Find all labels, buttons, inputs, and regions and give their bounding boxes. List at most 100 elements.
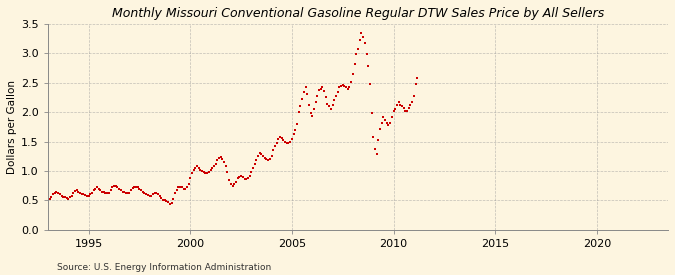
Point — [322, 102, 333, 106]
Title: Monthly Missouri Conventional Gasoline Regular DTW Sales Price by All Sellers: Monthly Missouri Conventional Gasoline R… — [112, 7, 604, 20]
Point — [207, 166, 217, 170]
Point — [352, 46, 363, 51]
Point — [387, 115, 398, 119]
Point — [298, 89, 309, 94]
Point — [248, 166, 259, 170]
Point — [76, 192, 87, 197]
Point — [78, 192, 89, 197]
Point — [341, 85, 352, 90]
Point — [367, 111, 377, 116]
Point — [371, 152, 382, 157]
Point — [173, 185, 184, 190]
Point — [303, 103, 314, 107]
Point — [348, 72, 358, 76]
Point — [229, 182, 240, 186]
Point — [362, 64, 373, 68]
Point — [335, 84, 346, 89]
Point — [107, 185, 117, 189]
Text: Source: U.S. Energy Information Administration: Source: U.S. Energy Information Administ… — [57, 263, 271, 272]
Point — [46, 195, 57, 200]
Point — [288, 132, 299, 137]
Point — [112, 185, 123, 190]
Point — [239, 176, 250, 181]
Point — [156, 196, 167, 200]
Point — [368, 135, 379, 139]
Point — [88, 188, 99, 192]
Point — [379, 118, 390, 122]
Point — [72, 188, 82, 192]
Point — [329, 98, 340, 103]
Point — [198, 169, 209, 174]
Point — [202, 171, 213, 175]
Point — [258, 154, 269, 158]
Point — [241, 177, 252, 182]
Point — [90, 186, 101, 191]
Point — [188, 167, 199, 172]
Point — [54, 192, 65, 197]
Point — [120, 191, 131, 195]
Point — [153, 192, 163, 197]
Point — [332, 89, 343, 94]
Point — [325, 107, 336, 111]
Point — [100, 191, 111, 195]
Point — [146, 193, 157, 198]
Point — [302, 92, 313, 97]
Point — [80, 193, 90, 197]
Point — [132, 185, 143, 190]
Point — [378, 115, 389, 119]
Point — [210, 162, 221, 166]
Point — [195, 167, 206, 172]
Point — [383, 123, 394, 127]
Point — [392, 103, 402, 107]
Point — [51, 189, 62, 194]
Point — [180, 186, 190, 191]
Point — [279, 139, 290, 144]
Point — [205, 167, 216, 172]
Point — [313, 87, 324, 92]
Point — [375, 126, 385, 131]
Point — [400, 109, 411, 113]
Point — [300, 85, 311, 90]
Point — [308, 107, 319, 111]
Point — [278, 138, 289, 142]
Point — [47, 192, 58, 197]
Point — [171, 188, 182, 192]
Point — [110, 184, 121, 188]
Point — [122, 191, 133, 196]
Point — [358, 35, 369, 39]
Point — [225, 182, 236, 186]
Point — [163, 200, 173, 204]
Point — [256, 152, 267, 157]
Point — [168, 197, 179, 201]
Point — [334, 85, 345, 90]
Point — [361, 52, 372, 57]
Point — [221, 164, 232, 169]
Point — [268, 148, 279, 153]
Point — [97, 189, 107, 194]
Point — [61, 196, 72, 200]
Point — [109, 183, 119, 188]
Point — [281, 141, 292, 145]
Point — [142, 193, 153, 197]
Point — [73, 189, 84, 194]
Point — [410, 82, 421, 86]
Point — [204, 170, 215, 174]
Point — [242, 176, 253, 180]
Y-axis label: Dollars per Gallon: Dollars per Gallon — [7, 80, 17, 174]
Point — [275, 135, 286, 139]
Point — [273, 136, 284, 141]
Point — [149, 191, 160, 196]
Point — [356, 31, 367, 35]
Point — [169, 191, 180, 196]
Point — [102, 191, 113, 196]
Point — [236, 174, 246, 178]
Point — [144, 194, 155, 199]
Point — [315, 86, 326, 91]
Point — [317, 85, 328, 90]
Point — [351, 52, 362, 57]
Point — [117, 189, 128, 194]
Point — [166, 200, 177, 205]
Point — [364, 82, 375, 86]
Point — [346, 79, 356, 84]
Point — [192, 164, 202, 169]
